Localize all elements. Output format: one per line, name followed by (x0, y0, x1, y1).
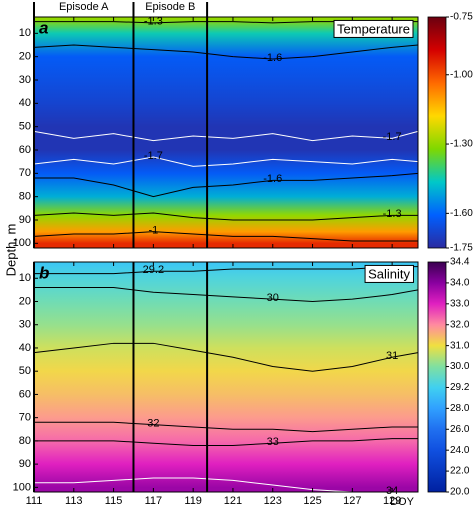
x-tick-label: 125 (303, 495, 321, 507)
contour-label: 30 (267, 292, 279, 304)
colorbar-tick-label: -1.00 (450, 69, 473, 80)
colorbar-tick-label: 22.0 (450, 466, 470, 477)
y-tick-label: 30 (19, 319, 31, 331)
y-tick-label: 90 (19, 214, 31, 226)
colorbar-tick-label: 34.4 (450, 257, 470, 268)
y-tick-label: 100 (13, 481, 31, 493)
contour-line (33, 231, 418, 242)
contour-line (34, 172, 419, 198)
y-tick-label: 50 (19, 365, 31, 377)
contour-label: -1.6 (263, 52, 282, 64)
y-tick-label: 20 (19, 51, 31, 63)
colorbar-tick-label: 31.0 (450, 340, 470, 351)
y-tick-label: 40 (19, 342, 31, 354)
y-tick-label: 70 (19, 167, 31, 179)
contour-line (34, 287, 419, 302)
contour-label: 29.2 (143, 264, 164, 276)
colorbar-tick-label: 20.0 (450, 487, 470, 498)
contour-label: 32 (147, 418, 159, 430)
colorbar (427, 261, 447, 493)
episode-label: Episode B (145, 1, 195, 13)
y-tick-label: 70 (19, 412, 31, 424)
colorbar-tick-label: 33.0 (450, 298, 470, 309)
contour-line (33, 130, 419, 142)
contour-label: -1.7 (144, 150, 163, 162)
y-tick-label: 50 (19, 121, 31, 133)
x-axis-label: DOY (390, 496, 415, 508)
x-tick-label: 123 (264, 495, 282, 507)
x-tick-label: 111 (26, 495, 43, 507)
y-tick-label: 20 (19, 295, 31, 307)
colorbar-tick-label: -0.75 (450, 12, 473, 23)
y-tick-label: 80 (19, 191, 31, 203)
panel-title: Salinity (368, 266, 410, 281)
episode-label: Episode A (59, 1, 109, 13)
colorbar-tick-label: -1.75 (450, 243, 473, 254)
field (34, 17, 418, 248)
y-tick-label: 40 (19, 97, 31, 109)
y-tick-label: 60 (19, 144, 31, 156)
colorbar-tick-label: 34.0 (450, 278, 470, 289)
y-tick-label: 100 (13, 237, 31, 249)
colorbar-tick-label: 28.0 (450, 403, 470, 414)
x-tick-label: 117 (145, 495, 163, 507)
panel-title: Temperature (337, 21, 410, 36)
colorbar-tick-label: -1.60 (450, 208, 473, 219)
colorbar (427, 16, 447, 249)
panel-label: b (39, 263, 49, 282)
x-tick-label: 115 (105, 495, 123, 507)
contour-label: 33 (267, 436, 279, 448)
y-tick-label: 10 (19, 272, 31, 284)
x-tick-label: 121 (224, 495, 242, 507)
contour-label: -1.6 (263, 173, 282, 185)
colorbar-tick-label: 26.0 (450, 424, 470, 435)
colorbar-tick-label: 30.0 (450, 361, 470, 372)
contour-label: -1.3 (383, 208, 402, 220)
x-tick-label: 113 (65, 495, 83, 507)
contour-line (33, 44, 419, 60)
title-box (364, 264, 414, 283)
panel-label: a (39, 18, 48, 37)
field (34, 262, 418, 492)
colorbar-tick-label: -1.30 (450, 139, 473, 150)
contour-label: -1.7 (383, 131, 402, 143)
y-tick-label: 80 (19, 435, 31, 447)
contour-label: 31 (386, 350, 398, 362)
y-tick-label: 60 (19, 388, 31, 400)
contour-label: -1.3 (144, 16, 163, 28)
colorbar-tick-label: 24.0 (450, 445, 470, 456)
colorbar-tick-label: 29.2 (450, 382, 470, 393)
contour-line (34, 421, 418, 433)
x-tick-label: 129 (383, 495, 401, 507)
y-tick-label: 10 (19, 27, 31, 39)
x-tick-label: 127 (343, 495, 361, 507)
contour-line (33, 342, 419, 372)
y-axis-label: Depth, m (3, 224, 18, 277)
y-tick-label: 90 (19, 458, 31, 470)
contour-line (33, 212, 418, 221)
contour-label: -1 (148, 225, 158, 237)
x-tick-label: 119 (184, 495, 202, 507)
title-box (333, 19, 414, 38)
contour-line (34, 438, 418, 447)
y-tick-label: 30 (19, 74, 31, 86)
contour-line (33, 156, 419, 167)
colorbar-tick-label: 32.0 (450, 319, 470, 330)
